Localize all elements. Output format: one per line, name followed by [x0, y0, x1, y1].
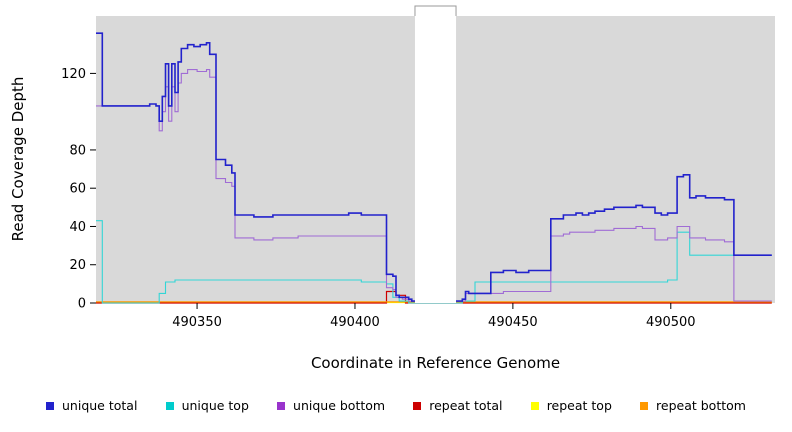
legend-label: repeat total: [429, 398, 503, 413]
legend: unique total unique top unique bottom re…: [0, 398, 792, 413]
legend-label: unique top: [181, 398, 249, 413]
legend-item-unique-total: unique total: [46, 398, 137, 413]
legend-item-unique-top: unique top: [165, 398, 249, 413]
svg-text:80: 80: [69, 143, 86, 158]
svg-text:60: 60: [69, 182, 86, 197]
x-axis-label: Coordinate in Reference Genome: [310, 354, 561, 372]
legend-swatch-repeat-top: [530, 401, 539, 410]
svg-text:40: 40: [69, 220, 86, 235]
legend-swatch-repeat-total: [413, 401, 422, 410]
legend-swatch-repeat-bottom: [640, 401, 649, 410]
legend-swatch-unique-top: [165, 401, 174, 410]
y-axis-label: Read Coverage Depth: [9, 76, 27, 242]
legend-item-unique-bottom: unique bottom: [277, 398, 385, 413]
svg-text:20: 20: [69, 258, 86, 273]
legend-label: unique bottom: [293, 398, 386, 413]
legend-item-repeat-bottom: repeat bottom: [640, 398, 746, 413]
legend-swatch-unique-total: [46, 401, 54, 410]
legend-item-repeat-top: repeat top: [530, 398, 612, 413]
legend-label: repeat bottom: [656, 398, 746, 413]
svg-text:490350: 490350: [172, 315, 222, 330]
legend-swatch-unique-bottom: [277, 401, 286, 410]
svg-text:490400: 490400: [330, 315, 380, 330]
svg-text:120: 120: [61, 67, 86, 82]
chart-canvas: 0 20 40 60 80 120 490350 490400 490450 490500: [61, 5, 775, 330]
legend-label: unique total: [62, 398, 138, 413]
svg-text:490500: 490500: [646, 315, 696, 330]
legend-item-repeat-total: repeat total: [413, 398, 503, 413]
legend-label: repeat top: [546, 398, 612, 413]
svg-text:490450: 490450: [488, 315, 538, 330]
svg-text:0: 0: [78, 297, 86, 312]
